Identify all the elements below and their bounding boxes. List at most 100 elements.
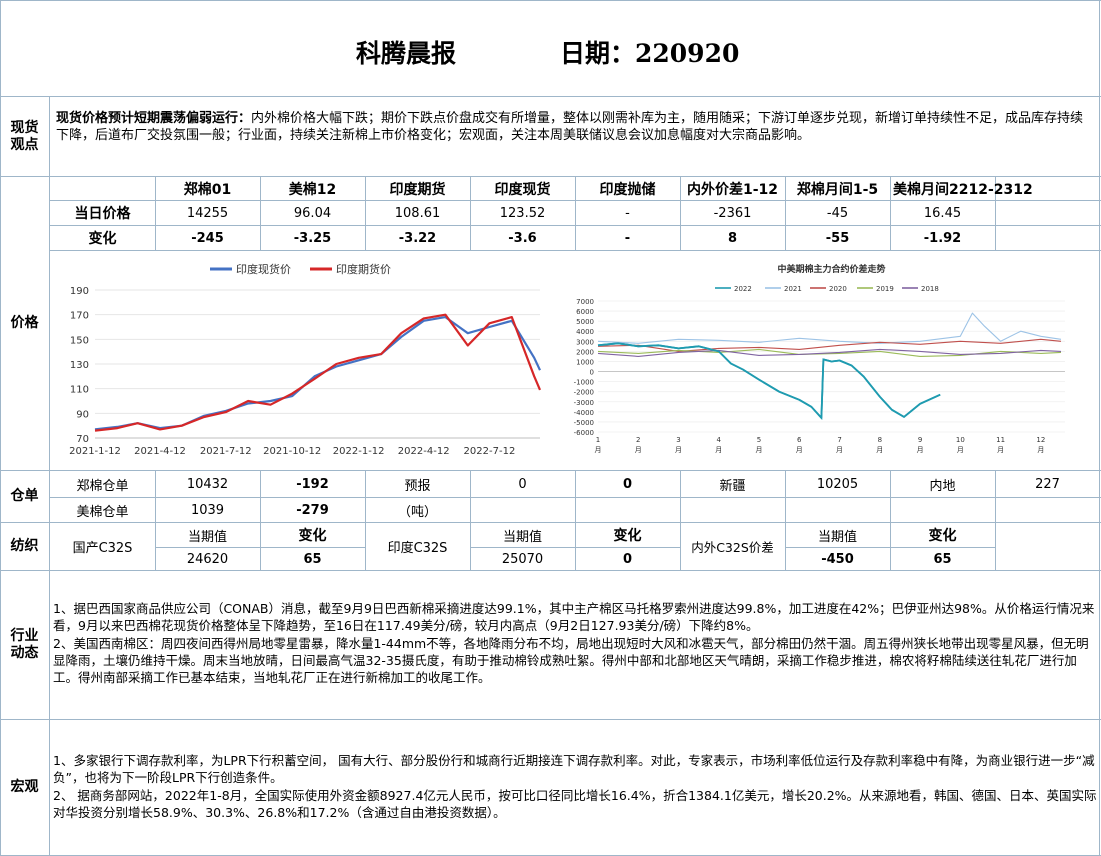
change-cell: -3.6 [508, 230, 537, 246]
x-tick-label: 2021-1-12 [69, 446, 121, 457]
industry-side-label: 行业 动态 [10, 628, 39, 661]
domestic-c32s-change: 65 [303, 551, 322, 567]
change-cell: -1.92 [923, 230, 962, 246]
india-c32s-change: 0 [622, 551, 633, 567]
today-price-cell: 108.61 [394, 205, 441, 221]
y-tick-label: 0 [590, 369, 594, 377]
unit-ton-label: （吨） [397, 504, 437, 520]
change-cell: -245 [191, 230, 224, 246]
x-tick-label: 2022-7-12 [464, 446, 516, 457]
domestic-c32s-current-header: 当期值 [187, 529, 227, 545]
macro-paragraph-2: 2、 据商务部网站，2022年1-8月，全国实际使用外资金额8927.4亿元人民… [53, 788, 1097, 820]
forecast-change: 0 [622, 476, 633, 492]
x-tick-unit: 月 [796, 446, 803, 454]
y-tick-label: 190 [70, 286, 89, 297]
x-tick-unit: 月 [675, 446, 682, 454]
y-tick-label: 6000 [576, 308, 594, 316]
legend-label: 2021 [784, 285, 802, 293]
y-tick-label: 7000 [576, 298, 594, 306]
spot-body: 内外棉价格大幅下跌；期价下跌点价盘成交有所增量，整体以刚需补库为主，随用随采；下… [56, 111, 1084, 143]
macro-side-label: 宏观 [10, 779, 39, 795]
domestic-c32s-label: 国产C32S [72, 541, 133, 556]
col-india-futures: 印度期货 [389, 181, 446, 198]
today-price-cell: -2361 [713, 205, 752, 221]
x-tick-label: 2021-7-12 [200, 446, 252, 457]
col-india-reserve-auction: 印度抛储 [599, 181, 656, 198]
x-tick-label: 8 [878, 436, 882, 444]
today-price-cell: 123.52 [499, 205, 546, 221]
y-tick-label: 1000 [576, 358, 594, 366]
forecast-label: 预报 [404, 478, 431, 494]
price-side-label: 价格 [10, 315, 39, 331]
x-tick-label: 1 [596, 436, 600, 444]
change-cell: 8 [727, 230, 738, 246]
x-tick-label: 7 [837, 436, 841, 444]
industry-paragraph-2: 2、美国西南棉区：周四夜间西得州局地零星雷暴，降水量1-44mm不等，各地降雨分… [53, 636, 1089, 685]
c32s-spread-value: -450 [821, 551, 854, 567]
y-tick-label: 2000 [576, 348, 594, 356]
c32s-spread-label: 内外C32S价差 [691, 540, 774, 555]
change-cell: -3.25 [293, 230, 332, 246]
change-cell: - [624, 230, 631, 246]
x-tick-unit: 月 [836, 446, 843, 454]
x-tick-unit: 月 [957, 446, 964, 454]
domestic-c32s-value: 24620 [186, 551, 229, 567]
india-c32s-change-header: 变化 [613, 528, 642, 544]
y-tick-label: 90 [76, 409, 89, 420]
y-tick-label: 110 [70, 385, 89, 396]
xinjiang-label: 新疆 [719, 478, 746, 494]
spot-side-label: 现货 观点 [10, 119, 39, 153]
col-ice-cotton-12: 美棉12 [288, 181, 337, 198]
sino-us-spread-chart: 中美期棉主力合约价差走势 -6000 -5000 -4000 -3000 -2000 -10… [574, 263, 1065, 454]
x-tick-unit: 月 [635, 446, 642, 454]
x-tick-label: 12 [1036, 436, 1045, 444]
india-c32s-label: 印度C32S [387, 541, 448, 556]
legend-label: 印度现货价 [236, 262, 291, 276]
zce-warehouse-change: -192 [296, 476, 329, 492]
y-tick-label: -6000 [574, 429, 594, 437]
y-tick-label: 150 [70, 335, 89, 346]
y-tick-label: 4000 [576, 328, 594, 336]
series-line-2021 [597, 312, 1062, 344]
xinjiang-value: 10205 [816, 476, 859, 492]
report-date: 日期：220920 [560, 39, 740, 68]
report-title: 科腾晨报 [356, 39, 457, 68]
india-price-chart: 70 90 110 130 150 170 190 2021-1-12 2021-4-12 202… [69, 262, 542, 457]
x-tick-unit: 月 [876, 446, 883, 454]
y-tick-label: -2000 [574, 389, 594, 397]
x-tick-label: 2 [636, 436, 640, 444]
series-line-2019 [597, 348, 1062, 357]
x-tick-label: 2021-4-12 [134, 446, 186, 457]
india-c32s-current-header: 当期值 [502, 529, 542, 545]
inland-label: 内地 [929, 478, 956, 494]
legend-label: 2018 [921, 285, 939, 293]
c32s-spread-current-header: 当期值 [817, 529, 857, 545]
inland-value: 227 [1035, 476, 1060, 492]
x-tick-label: 6 [797, 436, 802, 444]
y-tick-label: 170 [70, 311, 89, 322]
row-label-today-price: 当日价格 [74, 206, 131, 222]
today-price-cell: 96.04 [293, 205, 332, 221]
x-tick-label: 2022-4-12 [398, 446, 450, 457]
industry-paragraph-1: 1、据巴西国家商品供应公司（CONAB）消息，截至9月9日巴西新棉采摘进度达99… [53, 601, 1095, 633]
series-line-2022-top [597, 342, 941, 421]
y-tick-label: 130 [70, 360, 89, 371]
change-cell: -3.22 [398, 230, 437, 246]
spot-paragraph: 现货价格预计短期震荡偏弱运行：内外棉价格大幅下跌；期价下跌点价盘成交有所增量，整… [56, 110, 1096, 144]
us-warehouse-change: -279 [296, 502, 329, 518]
zce-warehouse-label: 郑棉仓单 [76, 478, 129, 494]
warehouse-side-label: 仓单 [10, 488, 39, 504]
chart-title: 中美期棉主力合约价差走势 [777, 263, 885, 275]
series-line-2018 [597, 348, 1062, 357]
x-tick-label: 11 [996, 436, 1005, 444]
x-tick-unit: 月 [997, 446, 1004, 454]
x-tick-unit: 月 [756, 446, 763, 454]
x-tick-label: 3 [676, 436, 680, 444]
us-warehouse-value: 1039 [190, 502, 225, 518]
legend-label: 2020 [829, 285, 847, 293]
zce-warehouse-value: 10432 [186, 476, 229, 492]
x-tick-unit: 月 [917, 446, 924, 454]
x-tick-label: 5 [757, 436, 761, 444]
c32s-spread-change-header: 变化 [928, 528, 957, 544]
